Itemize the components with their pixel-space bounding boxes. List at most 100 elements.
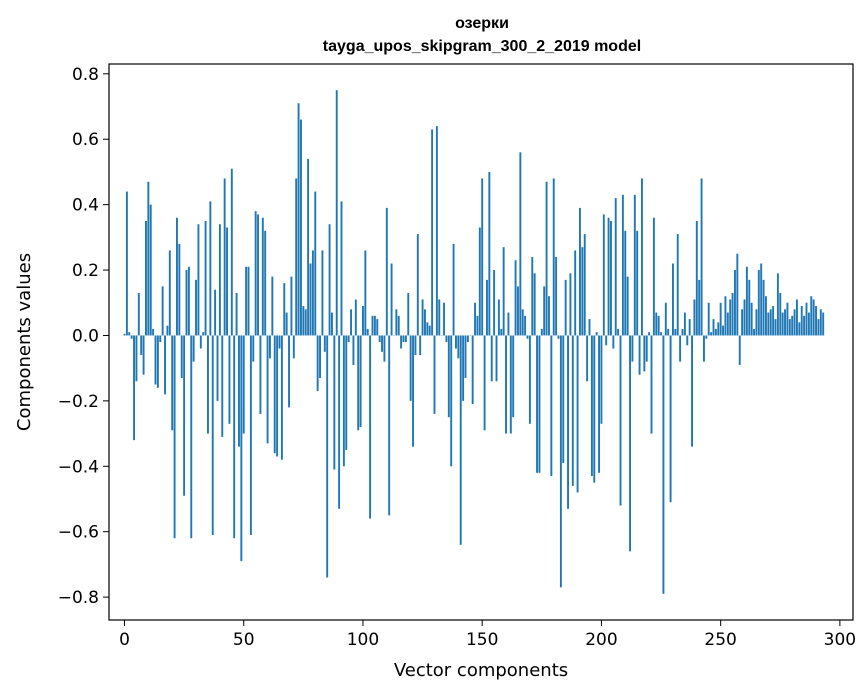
bar [471,335,474,405]
y-axis-label: Components values [14,253,35,431]
bar [676,234,679,336]
bar [347,335,350,342]
bar [164,335,166,395]
bar [276,335,279,457]
bar [364,250,367,336]
bar [488,171,491,336]
x-tick-label: 250 [704,630,736,650]
bar [331,312,333,336]
bar [574,250,577,336]
bar [371,315,374,336]
x-tick-label: 50 [233,630,255,650]
bar [552,178,555,336]
bar [562,335,565,464]
bar [419,335,422,356]
bar [800,306,803,336]
bar [345,335,348,450]
bar [722,325,724,336]
bar [400,335,403,349]
bar [679,335,682,362]
bar [257,214,259,336]
bar [187,266,190,336]
bar [612,335,615,349]
bar [354,299,357,336]
bar [786,302,789,336]
bar [195,279,197,336]
y-tick-label: −0.8 [58,588,99,608]
bar [724,296,727,336]
y-tick-label: 0.6 [72,130,99,150]
bar [397,315,400,336]
bar [683,312,686,336]
bar [235,292,238,336]
bar [462,335,465,401]
bar [409,335,412,401]
bar [524,315,527,336]
bar [373,315,376,336]
bar [555,256,558,336]
bar [781,312,784,336]
bar [550,335,553,477]
bar [414,335,417,356]
bar [428,325,431,336]
bar [247,266,250,336]
bar [342,335,345,467]
bar [366,328,369,336]
bar [252,335,255,362]
bar [815,306,817,336]
bar [731,292,734,336]
bar [221,335,224,437]
bar [762,279,765,336]
x-axis-ticks: 0 50 100 150 200 250 300 [119,620,856,650]
y-tick-label: 0.0 [72,326,99,346]
bar [338,335,341,509]
bar [538,335,541,473]
bar [264,230,267,336]
bar [385,207,388,336]
bar [280,335,283,460]
bar [579,207,581,336]
x-tick-label: 150 [466,630,498,650]
bar [140,335,143,356]
bar [323,335,326,352]
bar [617,328,620,336]
bar [745,266,748,336]
bar [645,335,648,362]
bar [669,335,672,503]
bar [719,302,722,336]
bar [714,328,717,336]
bar [583,234,586,336]
bar [319,335,321,378]
bar [703,335,705,362]
x-tick-label: 200 [585,630,617,650]
bar [326,335,329,578]
bar [295,178,298,336]
bar [695,220,698,336]
y-axis-ticks: −0.8 −0.6 −0.4 −0.2 0.0 0.2 0.4 0.6 0.8 [58,65,109,608]
bar [445,335,448,342]
bar [230,168,233,336]
bar [705,335,708,339]
bar [443,302,445,336]
bar [626,276,629,336]
bar [145,220,147,336]
x-tick-label: 100 [347,630,379,650]
bar [641,178,643,336]
bar [161,286,164,336]
bar [672,263,674,336]
bar [452,243,455,336]
bar [459,335,462,545]
bar [474,302,476,336]
bar [621,194,624,336]
bar [569,273,572,336]
bar [593,335,596,483]
bar [180,335,183,378]
y-tick-label: 0.8 [72,65,99,85]
bar [216,335,219,401]
bar [652,217,655,336]
bar [788,319,791,336]
bar [328,224,331,336]
bar [717,322,720,336]
bar [154,335,157,385]
